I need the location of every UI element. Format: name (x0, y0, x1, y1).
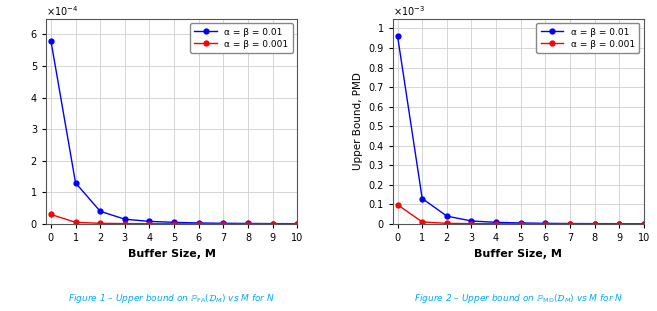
α = β = 0.01 (47, 39, 55, 43)
α = β = 0.01 (121, 217, 129, 221)
Text: Figure 1 – Upper bound on $\mathbb{P}_{\mathrm{FA}}(\mathcal{D}_M)$ vs $M$ for $: Figure 1 – Upper bound on $\mathbb{P}_{\… (68, 292, 275, 305)
α = β = 0.01 (170, 220, 178, 224)
α = β = 0.01 (145, 220, 153, 223)
α = β = 0.01 (443, 214, 451, 218)
α = β = 0.01 (394, 35, 401, 38)
X-axis label: Buffer Size, M: Buffer Size, M (127, 248, 215, 258)
α = β = 0.001 (394, 203, 401, 207)
Text: Figure 2 – Upper bound on $\mathbb{P}_{\mathrm{MD}}(\mathcal{D}_M)$ vs $M$ for $: Figure 2 – Upper bound on $\mathbb{P}_{\… (414, 292, 623, 305)
α = β = 0.01 (72, 181, 79, 185)
α = β = 0.001 (47, 213, 55, 216)
Y-axis label: Upper Bound, PMD: Upper Bound, PMD (353, 72, 363, 170)
Legend: α = β = 0.01, α = β = 0.001: α = β = 0.01, α = β = 0.001 (536, 23, 639, 53)
α = β = 0.001 (121, 222, 129, 225)
α = β = 0.001 (566, 222, 574, 226)
α = β = 0.01 (293, 222, 301, 225)
α = β = 0.01 (244, 221, 252, 225)
α = β = 0.01 (468, 219, 476, 223)
α = β = 0.001 (591, 222, 599, 226)
α = β = 0.01 (541, 221, 549, 225)
α = β = 0.01 (419, 197, 426, 200)
X-axis label: Buffer Size, M: Buffer Size, M (474, 248, 562, 258)
α = β = 0.01 (517, 221, 525, 225)
α = β = 0.001 (244, 222, 252, 226)
α = β = 0.001 (96, 221, 104, 225)
α = β = 0.001 (443, 221, 451, 225)
α = β = 0.001 (145, 222, 153, 225)
α = β = 0.001 (419, 220, 426, 224)
Text: ×10$^{-3}$: ×10$^{-3}$ (393, 4, 425, 18)
α = β = 0.01 (616, 222, 623, 225)
Line: α = β = 0.01: α = β = 0.01 (49, 38, 300, 226)
α = β = 0.001 (541, 222, 549, 226)
α = β = 0.001 (640, 222, 648, 226)
α = β = 0.001 (170, 222, 178, 226)
α = β = 0.01 (194, 221, 202, 225)
α = β = 0.001 (468, 222, 476, 225)
α = β = 0.001 (492, 222, 500, 225)
α = β = 0.01 (96, 209, 104, 213)
α = β = 0.01 (492, 220, 500, 224)
α = β = 0.01 (219, 221, 227, 225)
α = β = 0.001 (517, 222, 525, 226)
Line: α = β = 0.01: α = β = 0.01 (395, 34, 646, 226)
α = β = 0.01 (269, 222, 277, 225)
α = β = 0.001 (616, 222, 623, 226)
Line: α = β = 0.001: α = β = 0.001 (395, 202, 646, 226)
α = β = 0.01 (640, 222, 648, 225)
Text: ×10$^{-4}$: ×10$^{-4}$ (46, 4, 78, 18)
α = β = 0.01 (591, 222, 599, 225)
Legend: α = β = 0.01, α = β = 0.001: α = β = 0.01, α = β = 0.001 (190, 23, 292, 53)
α = β = 0.001 (293, 222, 301, 226)
α = β = 0.01 (566, 222, 574, 225)
α = β = 0.001 (269, 222, 277, 226)
α = β = 0.001 (219, 222, 227, 226)
Line: α = β = 0.001: α = β = 0.001 (49, 212, 300, 226)
α = β = 0.001 (72, 220, 79, 224)
α = β = 0.001 (194, 222, 202, 226)
